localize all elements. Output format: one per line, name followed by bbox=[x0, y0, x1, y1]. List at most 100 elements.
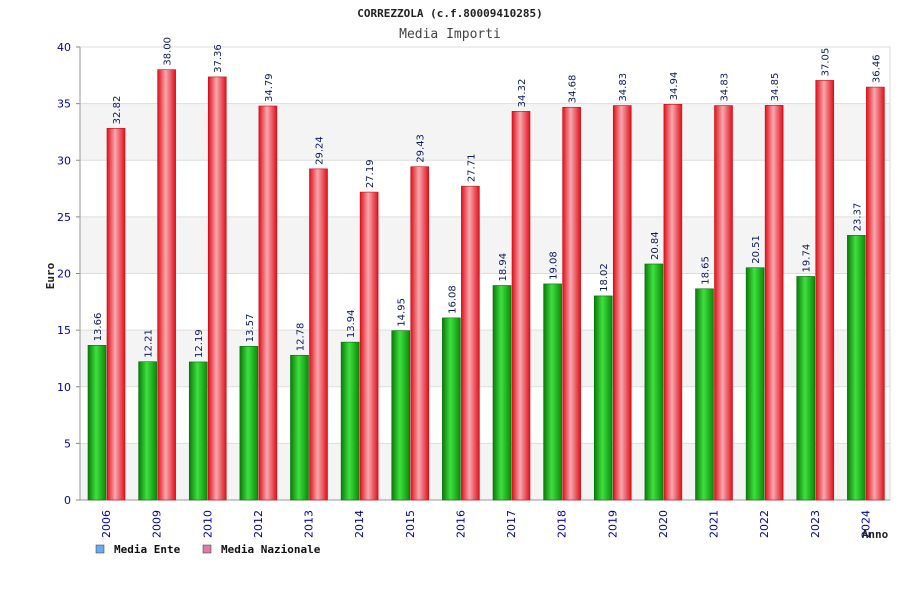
data-label: 34.94 bbox=[669, 72, 680, 101]
data-label: 12.78 bbox=[296, 323, 307, 352]
grid-band bbox=[80, 47, 890, 104]
data-label: 36.46 bbox=[871, 54, 882, 83]
bar-media-ente bbox=[593, 295, 613, 501]
x-tick-label: 2009 bbox=[151, 510, 164, 538]
data-label: 37.36 bbox=[213, 44, 224, 73]
bar-media-ente bbox=[796, 276, 816, 501]
x-tick-label: 2014 bbox=[353, 510, 366, 538]
data-label: 29.43 bbox=[416, 134, 427, 163]
y-tick-label: 35 bbox=[57, 98, 71, 111]
bar-media-ente bbox=[340, 341, 360, 501]
bar-media-ente bbox=[138, 361, 157, 501]
bar-media-ente bbox=[391, 330, 411, 501]
data-label: 13.57 bbox=[245, 314, 256, 343]
data-label: 19.74 bbox=[802, 244, 813, 273]
bar-media-nazionale bbox=[764, 105, 784, 501]
bar-media-ente bbox=[87, 345, 107, 501]
y-tick-label: 40 bbox=[57, 41, 71, 54]
data-label: 13.66 bbox=[93, 313, 104, 342]
x-tick-label: 2019 bbox=[606, 510, 619, 538]
bar-media-nazionale bbox=[511, 111, 531, 501]
bar-media-ente bbox=[492, 285, 512, 501]
bar-media-ente bbox=[188, 361, 208, 501]
x-tick-label: 2010 bbox=[201, 510, 214, 538]
y-axis-label: Euro bbox=[44, 262, 57, 289]
legend-swatch-media-ente bbox=[95, 544, 105, 554]
x-tick-label: 2022 bbox=[758, 510, 771, 538]
data-label: 16.08 bbox=[447, 285, 458, 314]
y-tick-label: 0 bbox=[64, 494, 71, 507]
bar-media-nazionale bbox=[258, 105, 278, 501]
chart-title: CORREZZOLA (c.f.80009410285) bbox=[357, 7, 542, 20]
bar-media-nazionale bbox=[207, 76, 227, 501]
data-label: 34.79 bbox=[264, 73, 275, 102]
bar-media-nazionale bbox=[612, 105, 632, 501]
legend-swatch-media-nazionale bbox=[202, 544, 212, 554]
y-tick-label: 20 bbox=[57, 268, 71, 281]
y-tick-label: 30 bbox=[57, 154, 71, 167]
x-tick-label: 2006 bbox=[100, 510, 113, 538]
y-tick-label: 10 bbox=[57, 381, 71, 394]
bar-media-nazionale bbox=[815, 80, 835, 501]
data-label: 27.71 bbox=[466, 154, 477, 183]
data-label: 37.05 bbox=[821, 48, 832, 77]
x-axis-label: Anno bbox=[862, 528, 889, 541]
bar-media-nazionale bbox=[714, 105, 733, 501]
x-tick-label: 2021 bbox=[708, 510, 721, 538]
data-label: 34.83 bbox=[618, 73, 629, 102]
data-label: 34.85 bbox=[770, 73, 781, 102]
bar-media-nazionale bbox=[410, 166, 430, 501]
data-label: 23.37 bbox=[852, 203, 863, 232]
data-label: 29.24 bbox=[315, 136, 326, 165]
y-tick-label: 5 bbox=[64, 437, 71, 450]
bar-media-nazionale bbox=[106, 128, 126, 501]
x-tick-label: 2017 bbox=[505, 510, 518, 538]
bar-media-nazionale bbox=[866, 86, 885, 501]
data-label: 14.95 bbox=[397, 298, 408, 327]
x-tick-label: 2024 bbox=[859, 510, 872, 538]
data-label: 18.02 bbox=[599, 263, 610, 292]
y-tick-label: 25 bbox=[57, 211, 71, 224]
x-tick-label: 2013 bbox=[303, 510, 316, 538]
data-label: 12.19 bbox=[194, 329, 205, 358]
bar-media-ente bbox=[644, 263, 664, 501]
data-label: 12.21 bbox=[144, 329, 155, 358]
x-tick-label: 2023 bbox=[809, 510, 822, 538]
data-label: 19.08 bbox=[549, 251, 560, 280]
plot-area: 0 5 10 15 20 25 30 35 40 13.66 32.82 2006 12.21 38.00… bbox=[57, 37, 891, 538]
bar-media-nazionale bbox=[157, 69, 176, 501]
bar-media-nazionale bbox=[663, 104, 683, 501]
data-label: 27.19 bbox=[365, 159, 376, 188]
x-tick-label: 2015 bbox=[404, 510, 417, 538]
y-tick-label: 15 bbox=[57, 324, 71, 337]
bar-media-ente bbox=[847, 235, 866, 501]
bar-media-ente bbox=[290, 354, 309, 501]
data-label: 38.00 bbox=[163, 37, 174, 66]
bar-media-ente bbox=[745, 267, 765, 501]
x-tick-label: 2016 bbox=[454, 510, 467, 538]
x-tick-label: 2012 bbox=[252, 510, 265, 538]
bar-media-ente bbox=[442, 317, 461, 501]
bar-media-nazionale bbox=[461, 185, 480, 501]
bar-media-nazionale bbox=[359, 191, 379, 501]
legend: Media Ente Media Nazionale bbox=[95, 543, 321, 556]
bar-media-nazionale bbox=[309, 168, 328, 501]
chart-subtitle: Media Importi bbox=[399, 27, 501, 42]
data-label: 34.32 bbox=[517, 79, 528, 108]
bar-media-ente bbox=[543, 283, 562, 501]
data-label: 20.51 bbox=[751, 235, 762, 264]
data-label: 20.84 bbox=[650, 231, 661, 260]
data-label: 13.94 bbox=[346, 309, 357, 338]
data-label: 34.83 bbox=[720, 73, 731, 102]
data-label: 32.82 bbox=[112, 96, 123, 125]
bar-media-ente bbox=[695, 288, 714, 501]
data-label: 18.94 bbox=[498, 253, 509, 282]
x-tick-label: 2020 bbox=[657, 510, 670, 538]
legend-label-media-nazionale: Media Nazionale bbox=[221, 543, 321, 556]
legend-label-media-ente: Media Ente bbox=[114, 543, 181, 556]
data-label: 18.65 bbox=[701, 256, 712, 285]
x-tick-label: 2018 bbox=[556, 510, 569, 538]
bar-media-nazionale bbox=[562, 106, 581, 501]
data-label: 34.68 bbox=[568, 75, 579, 104]
